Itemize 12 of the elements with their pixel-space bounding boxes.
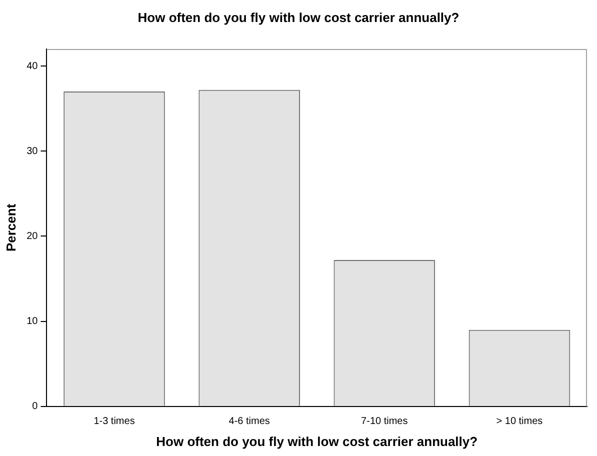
x-tick-label: 4-6 times	[228, 416, 270, 428]
x-tick-label: > 10 times	[496, 416, 543, 428]
x-axis-title: How often do you fly with low cost carrier annually?	[156, 434, 478, 449]
y-tick-label: 20	[26, 230, 38, 242]
y-tick-label: 40	[26, 60, 38, 72]
y-axis-title: Percent	[3, 203, 18, 252]
y-tick-label: 30	[26, 146, 38, 157]
y-tick-label: 10	[26, 316, 38, 328]
y-tick-label: 0	[32, 401, 38, 412]
chart-title: How often do you fly with low cost carrier annually?	[136, 10, 460, 25]
x-tick-label: 1-3 times	[94, 416, 135, 428]
x-tick-label: 7-10 times	[361, 416, 408, 428]
